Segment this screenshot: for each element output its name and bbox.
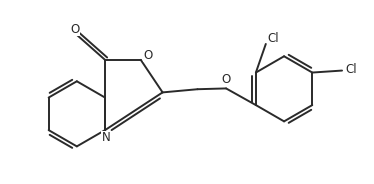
Text: O: O bbox=[71, 23, 80, 36]
Text: O: O bbox=[143, 49, 153, 62]
Text: N: N bbox=[101, 131, 110, 144]
Text: O: O bbox=[221, 73, 231, 86]
Text: Cl: Cl bbox=[345, 63, 356, 76]
Text: Cl: Cl bbox=[267, 32, 279, 45]
